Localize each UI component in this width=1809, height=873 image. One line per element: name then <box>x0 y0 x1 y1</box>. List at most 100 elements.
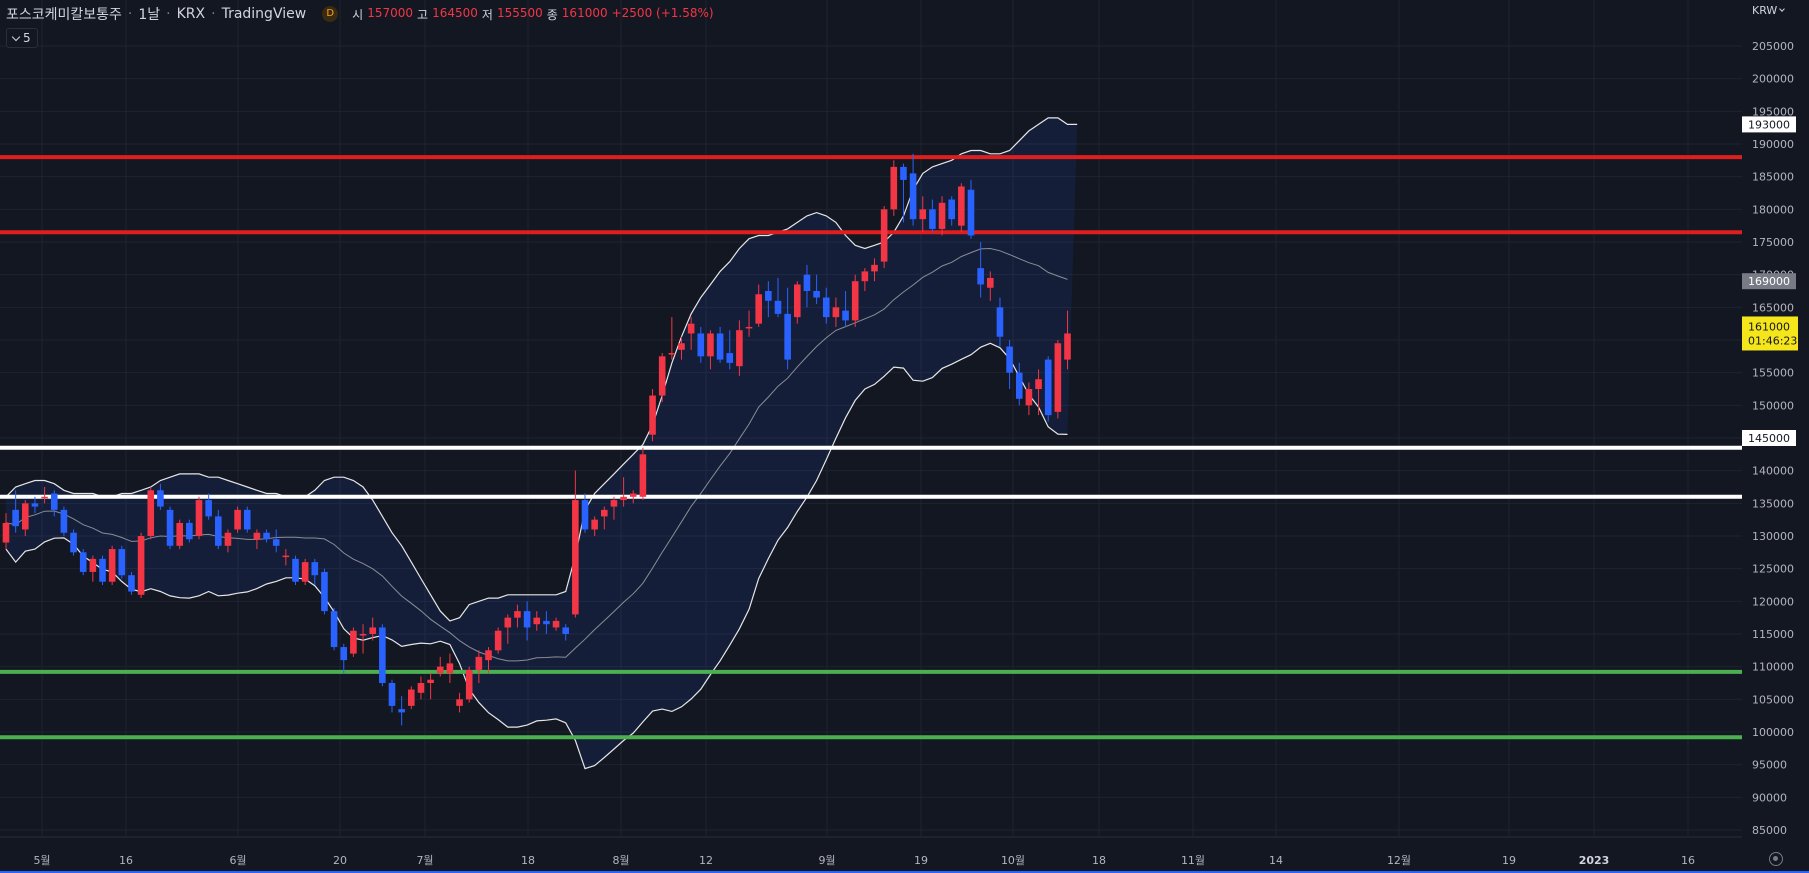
candle-body <box>494 630 502 651</box>
candle-body <box>890 166 898 210</box>
candle-body <box>465 669 473 700</box>
candle <box>591 516 598 536</box>
candle-body <box>369 627 376 634</box>
candle <box>948 196 955 226</box>
time-tick-label: 5월 <box>33 854 50 867</box>
candle <box>311 558 319 585</box>
candle-body <box>745 326 753 329</box>
candle <box>610 496 618 520</box>
candle <box>89 555 97 582</box>
candle <box>1025 382 1033 416</box>
candle-body <box>253 532 261 540</box>
price-tick-label: 135000 <box>1752 497 1794 510</box>
price-tick-label: 165000 <box>1752 301 1794 314</box>
candle <box>784 287 791 370</box>
time-tick-label: 19 <box>1502 854 1516 867</box>
candle-body <box>678 343 685 350</box>
candle-body <box>50 493 58 510</box>
candle <box>99 555 106 585</box>
chart-grid <box>0 0 1742 836</box>
candle <box>215 509 222 550</box>
close-label: 종 <box>546 7 558 22</box>
last-price-value: 161000 <box>1748 320 1790 333</box>
candle-body <box>639 454 647 497</box>
candle <box>639 447 647 501</box>
indicator-count: 5 <box>23 31 31 45</box>
symbol-name[interactable]: 포스코케미칼보통주 <box>6 7 122 23</box>
candle <box>224 529 232 553</box>
candle <box>12 490 19 533</box>
candle-body <box>31 503 39 507</box>
candle-body <box>292 558 299 582</box>
candle <box>1054 339 1062 419</box>
price-tag-bg <box>1742 429 1796 446</box>
price-tick-label: 120000 <box>1752 595 1794 608</box>
candle <box>340 643 348 674</box>
chevron-down-icon <box>1779 6 1786 12</box>
candle-body <box>543 620 550 625</box>
interval-label[interactable]: 1날 <box>138 7 161 23</box>
time-axis[interactable]: 5월 16 6월 20 7월 18 8월 12 9월 19 10월 18 11월 14 12월 19 2023 1… <box>0 836 1742 867</box>
symbol-header[interactable]: 포스코케미칼보통주 · 1날 · KRX · TradingView D 시 15… <box>6 4 714 24</box>
time-tick-label: 18 <box>521 854 535 867</box>
candle <box>485 647 492 674</box>
candle <box>880 206 888 269</box>
candle <box>736 320 743 376</box>
candle-body <box>234 509 241 530</box>
candle <box>1035 369 1042 416</box>
candle <box>861 268 869 291</box>
price-tick-label: 110000 <box>1752 661 1794 674</box>
horizontal-levels[interactable] <box>0 155 1742 740</box>
candle-body <box>359 633 367 636</box>
candle-body <box>60 509 68 533</box>
currency-selector[interactable]: KRW <box>1752 4 1786 17</box>
separator-dot: · <box>211 6 216 22</box>
candle-body <box>523 611 531 628</box>
candle-body <box>697 333 705 357</box>
candle-body <box>311 562 319 576</box>
candle <box>1044 356 1052 422</box>
price-tick-label: 150000 <box>1752 399 1794 412</box>
candle-body <box>446 663 454 674</box>
candle-body <box>417 682 425 693</box>
candle <box>137 532 145 599</box>
last-price-bg <box>1742 316 1798 351</box>
candle <box>408 686 415 710</box>
time-tick-label: 12월 <box>1387 854 1411 867</box>
candle <box>822 287 830 324</box>
candle-body <box>99 558 106 582</box>
settings-gear-icon[interactable] <box>1769 852 1783 866</box>
candle-body <box>562 627 569 634</box>
session-badge-icon[interactable]: D <box>322 6 339 22</box>
candle-body <box>794 284 801 318</box>
candle-body <box>1006 346 1013 373</box>
candle-body <box>504 617 512 628</box>
candle <box>465 666 473 703</box>
time-tick-label: 12 <box>699 854 713 867</box>
candle <box>813 274 820 305</box>
indicator-toggle-button[interactable]: 5 <box>6 28 38 48</box>
time-tick-label: 7월 <box>416 854 433 867</box>
candle-body <box>282 555 290 558</box>
close-value: 161000 <box>561 5 608 20</box>
currency-label: KRW <box>1752 4 1778 17</box>
candle-body <box>919 209 927 220</box>
candle-body <box>1044 359 1052 416</box>
candle-body <box>987 277 994 288</box>
candle-body <box>408 689 415 706</box>
candle <box>543 611 550 634</box>
candle <box>533 611 541 631</box>
candle <box>919 196 927 233</box>
price-tick-label: 175000 <box>1752 236 1794 249</box>
candle-body <box>967 189 975 236</box>
candle-body <box>137 535 145 595</box>
candle <box>620 477 627 507</box>
candle <box>581 493 589 533</box>
candle <box>359 624 367 654</box>
candle <box>301 558 309 585</box>
candle-body <box>929 209 936 229</box>
candle <box>234 506 241 533</box>
candle-body <box>1025 388 1033 406</box>
